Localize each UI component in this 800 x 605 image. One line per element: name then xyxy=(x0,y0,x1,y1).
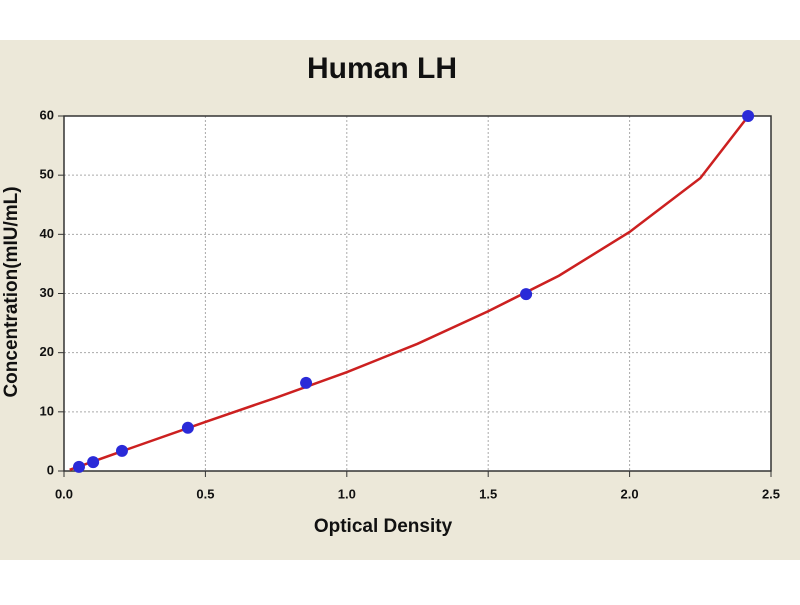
y-tick-label: 20 xyxy=(40,344,54,359)
y-tick-label: 30 xyxy=(40,285,54,300)
x-tick-label: 1.5 xyxy=(479,486,497,501)
data-point xyxy=(742,110,755,122)
x-tick-label: 2.0 xyxy=(621,486,639,501)
data-point xyxy=(300,376,313,389)
data-point xyxy=(520,288,533,301)
y-tick-label: 50 xyxy=(40,167,54,182)
data-point xyxy=(181,421,194,434)
y-tick-label: 40 xyxy=(40,226,54,241)
chart-title: Human LH xyxy=(307,52,457,85)
fit-curve xyxy=(69,115,750,471)
y-tick-label: 10 xyxy=(40,403,54,418)
x-tick-label: 0.0 xyxy=(55,486,73,501)
data-point xyxy=(87,456,100,469)
x-axis-label: Optical Density xyxy=(314,516,453,537)
y-tick-label: 0 xyxy=(47,462,54,477)
x-tick-label: 2.5 xyxy=(762,486,780,501)
x-tick-label: 1.0 xyxy=(338,486,356,501)
data-point xyxy=(115,444,128,457)
y-axis-label: Concentration(mIU/mL) xyxy=(1,186,22,397)
x-tick-label: 0.5 xyxy=(196,486,214,501)
data-point xyxy=(72,460,85,473)
y-tick-label: 60 xyxy=(40,107,54,122)
